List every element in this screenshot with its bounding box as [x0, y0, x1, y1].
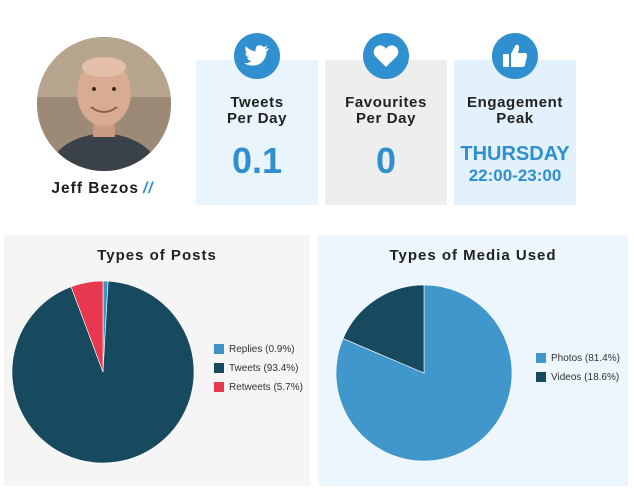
- legend-label-tweets: Tweets (93.4%): [229, 362, 299, 374]
- media-chart-title: Types of Media Used: [389, 247, 557, 264]
- profile-name-row: Jeff Bezos//: [0, 180, 205, 198]
- heart-icon: [363, 33, 409, 79]
- posts-legend: Replies (0.9%) Tweets (93.4%) Retweets (…: [214, 341, 303, 398]
- pie-slice-tweets: [11, 280, 195, 464]
- person-photo-icon: [37, 37, 171, 171]
- types-of-media-panel: Types of Media Used Photos (81.4%) Video…: [318, 235, 628, 486]
- legend-swatch-replies: [214, 344, 224, 354]
- engagement-peak-day: THURSDAY: [460, 143, 570, 165]
- legend-item-tweets: Tweets (93.4%): [214, 360, 303, 376]
- legend-item-retweets: Retweets (5.7%): [214, 379, 303, 395]
- tweets-per-day-value: 0.1: [231, 140, 283, 181]
- types-of-posts-panel: Types of Posts Replies (0.9%) Tweets (93…: [4, 235, 310, 486]
- legend-label-replies: Replies (0.9%): [229, 343, 295, 355]
- posts-chart-title: Types of Posts: [97, 247, 217, 264]
- media-pie-chart: [335, 284, 513, 462]
- legend-item-replies: Replies (0.9%): [214, 341, 303, 357]
- pie-slice-videos: [342, 284, 425, 374]
- thumbs-up-icon: [492, 33, 538, 79]
- favourites-per-day-card: Favourites Per Day 0: [325, 60, 447, 205]
- favourites-per-day-value: 0: [375, 140, 397, 181]
- legend-label-photos: Photos (81.4%): [551, 352, 620, 364]
- twitter-bird-icon: [234, 33, 280, 79]
- name-slashes: //: [142, 180, 154, 197]
- engagement-peak-time: 22:00-23:00: [468, 166, 562, 185]
- engagement-peak-card: Engagement Peak THURSDAY 22:00-23:00: [454, 60, 576, 205]
- engagement-peak-title: Engagement Peak: [466, 94, 563, 127]
- legend-swatch-videos: [536, 372, 546, 382]
- legend-item-photos: Photos (81.4%): [536, 350, 620, 366]
- legend-label-videos: Videos (18.6%): [551, 371, 620, 383]
- media-legend: Photos (81.4%) Videos (18.6%): [536, 350, 620, 388]
- legend-swatch-photos: [536, 353, 546, 363]
- legend-swatch-tweets: [214, 363, 224, 373]
- posts-pie-chart: [11, 280, 195, 464]
- pie-slice-retweets: [70, 280, 104, 373]
- favourites-per-day-title: Favourites Per Day: [345, 94, 427, 127]
- legend-swatch-retweets: [214, 382, 224, 392]
- legend-label-retweets: Retweets (5.7%): [229, 381, 303, 393]
- profile-name: Jeff Bezos: [51, 180, 139, 197]
- tweets-per-day-title: Tweets Per Day: [226, 94, 288, 127]
- avatar: [37, 37, 171, 171]
- tweets-per-day-card: Tweets Per Day 0.1: [196, 60, 318, 205]
- legend-item-videos: Videos (18.6%): [536, 369, 620, 385]
